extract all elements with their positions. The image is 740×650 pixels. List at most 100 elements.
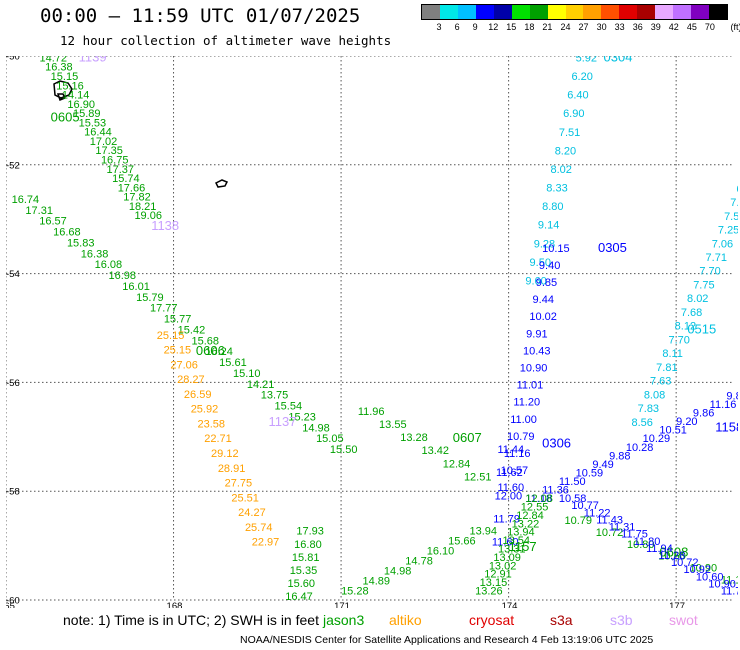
wave-height-value: 7.81 [656,362,677,374]
wave-height-value: 25.15 [157,330,185,342]
pass-time-label: 1138 [151,218,179,233]
wave-height-value: 7.68 [681,307,702,319]
wave-height-value: 9.91 [526,328,547,340]
longitude-label: 177 [669,601,685,608]
wave-height-value: 12.51 [464,471,492,483]
wave-height-value: 15.77 [164,314,192,326]
pass-time-label: 1157 [509,539,537,554]
wave-height-value: 11.18 [525,493,552,505]
pass-time-label: 0607 [453,430,482,445]
wave-height-value: 13.26 [475,586,503,598]
legend-satellite-swot: swot [669,612,698,628]
wave-height-value: 11.15 [721,575,738,587]
wave-height-value: 9.28 [534,238,555,250]
footer-note: note: 1) Time is in UTC; 2) SWH is in fe… [63,612,319,628]
island-outline [214,179,229,188]
wave-height-value: 14.98 [384,566,412,578]
wave-height-value: 12.08 [525,493,553,505]
color-scale-swatch [673,5,692,19]
longitude-label: 171 [334,601,350,608]
color-scale-tick-label: 39 [650,22,661,32]
wave-height-value: 10.72 [596,527,624,539]
color-scale-swatch [655,5,674,19]
map-title: 00:00 – 11:59 UTC 01/07/2025 [40,5,361,27]
pass-time-label: 0605 [51,109,80,124]
wave-height-value: 7.42 [730,197,738,209]
color-scale-swatch [475,5,494,19]
wave-height-value: 15.16 [56,80,84,92]
wave-height-value: 25.74 [245,522,273,534]
color-scale-tick-label: 12 [488,22,499,32]
wave-height-value: 28.91 [218,463,246,475]
wave-height-value: 13.54 [503,535,531,547]
latitude-label: -60 [6,596,20,607]
wave-height-value: 27.75 [225,478,253,490]
wave-height-value: 13.09 [493,552,521,564]
wave-height-value: 10.60 [696,571,724,583]
wave-height-value: 15.83 [67,237,95,249]
island-outline [53,80,73,101]
wave-height-value: 10.77 [571,500,599,512]
wave-height-value: 6.40 [567,90,588,102]
wave-height-value: 16.80 [294,539,322,551]
wave-height-value: 7.71 [706,252,727,264]
wave-height-value: 11.22 [584,507,611,519]
wave-height-value: 9.86 [693,408,714,420]
wave-height-value: 15.61 [219,357,247,369]
wave-height-value: 27.06 [170,359,198,371]
wave-height-value: 7.63 [650,376,671,388]
wave-height-value: 16.10 [427,546,455,558]
wave-height-value: 10.90 [690,563,718,575]
pass-cfosat-a: 1139 [79,56,107,64]
legend-satellite-s3a: s3a [550,612,573,628]
legend-satellite-jason3: jason3 [323,612,365,628]
wave-height-value: 7.25 [718,225,738,237]
wave-height-value: 22.97 [252,537,280,549]
color-scale-tick-label: 21 [542,22,553,32]
color-scale-tick-label: 3 [436,22,442,32]
wave-height-value: 9.88 [609,450,630,462]
wave-height-value: 12.00 [495,490,523,502]
wave-height-value: 11.28 [659,550,686,562]
wave-height-value: 11.00 [510,414,537,426]
wave-height-value: 25.92 [191,404,219,416]
color-scale-swatch [619,5,638,19]
wave-height-value: 16.68 [53,227,81,239]
color-scale-swatch [547,5,566,19]
pass-cfosat-b: 1138 [151,218,179,233]
longitude-label: 174 [502,601,518,608]
wave-height-value: 10.79 [507,431,535,443]
wave-height-value: 8.02 [551,164,572,176]
wave-height-value: 15.66 [448,536,476,548]
color-scale-swatch [529,5,548,19]
color-scale-tick-label: 27 [578,22,589,32]
pass-time-label: 1139 [79,56,107,64]
pass-jason3-a: 14.7216.3815.1515.1614.1416.9015.8915.53… [40,56,162,222]
wave-height-value: 19.06 [134,210,162,222]
color-scale-unit: (ft) [730,22,740,32]
wave-height-value: 10.79 [564,515,592,527]
wave-height-value: 13.28 [400,432,428,444]
color-scale-tick-label: 36 [632,22,643,32]
wave-height-value: 10.57 [501,465,529,477]
wave-height-value: 6.20 [571,71,592,83]
wave-height-value: 25.15 [164,345,192,357]
color-scale-swatch [691,5,709,19]
latitude-label: -50 [6,56,20,63]
wave-height-value: 14.98 [302,422,330,434]
wave-height-value: 7.54 [724,211,738,223]
wave-height-value: 5.92 [576,56,597,64]
color-scale-swatch [709,5,727,19]
wave-height-value: 17.82 [123,192,151,204]
color-scale-tick-label: 33 [614,22,625,32]
wave-height-value: 10.58 [559,493,587,505]
wave-height-map[interactable]: 14.7216.3815.1515.1614.1416.9015.8915.53… [6,56,738,608]
pass-time-label: 0606 [196,343,225,358]
wave-height-value: 9.85 [536,277,557,289]
wave-height-value: 8.11 [662,348,683,360]
pass-jason3-b: 16.7417.3116.5716.6815.8316.3816.0816.98… [12,194,358,456]
wave-height-value: 13.42 [421,445,449,457]
wave-height-value: 8.20 [555,145,576,157]
wave-height-value: 11.31 [609,522,636,534]
